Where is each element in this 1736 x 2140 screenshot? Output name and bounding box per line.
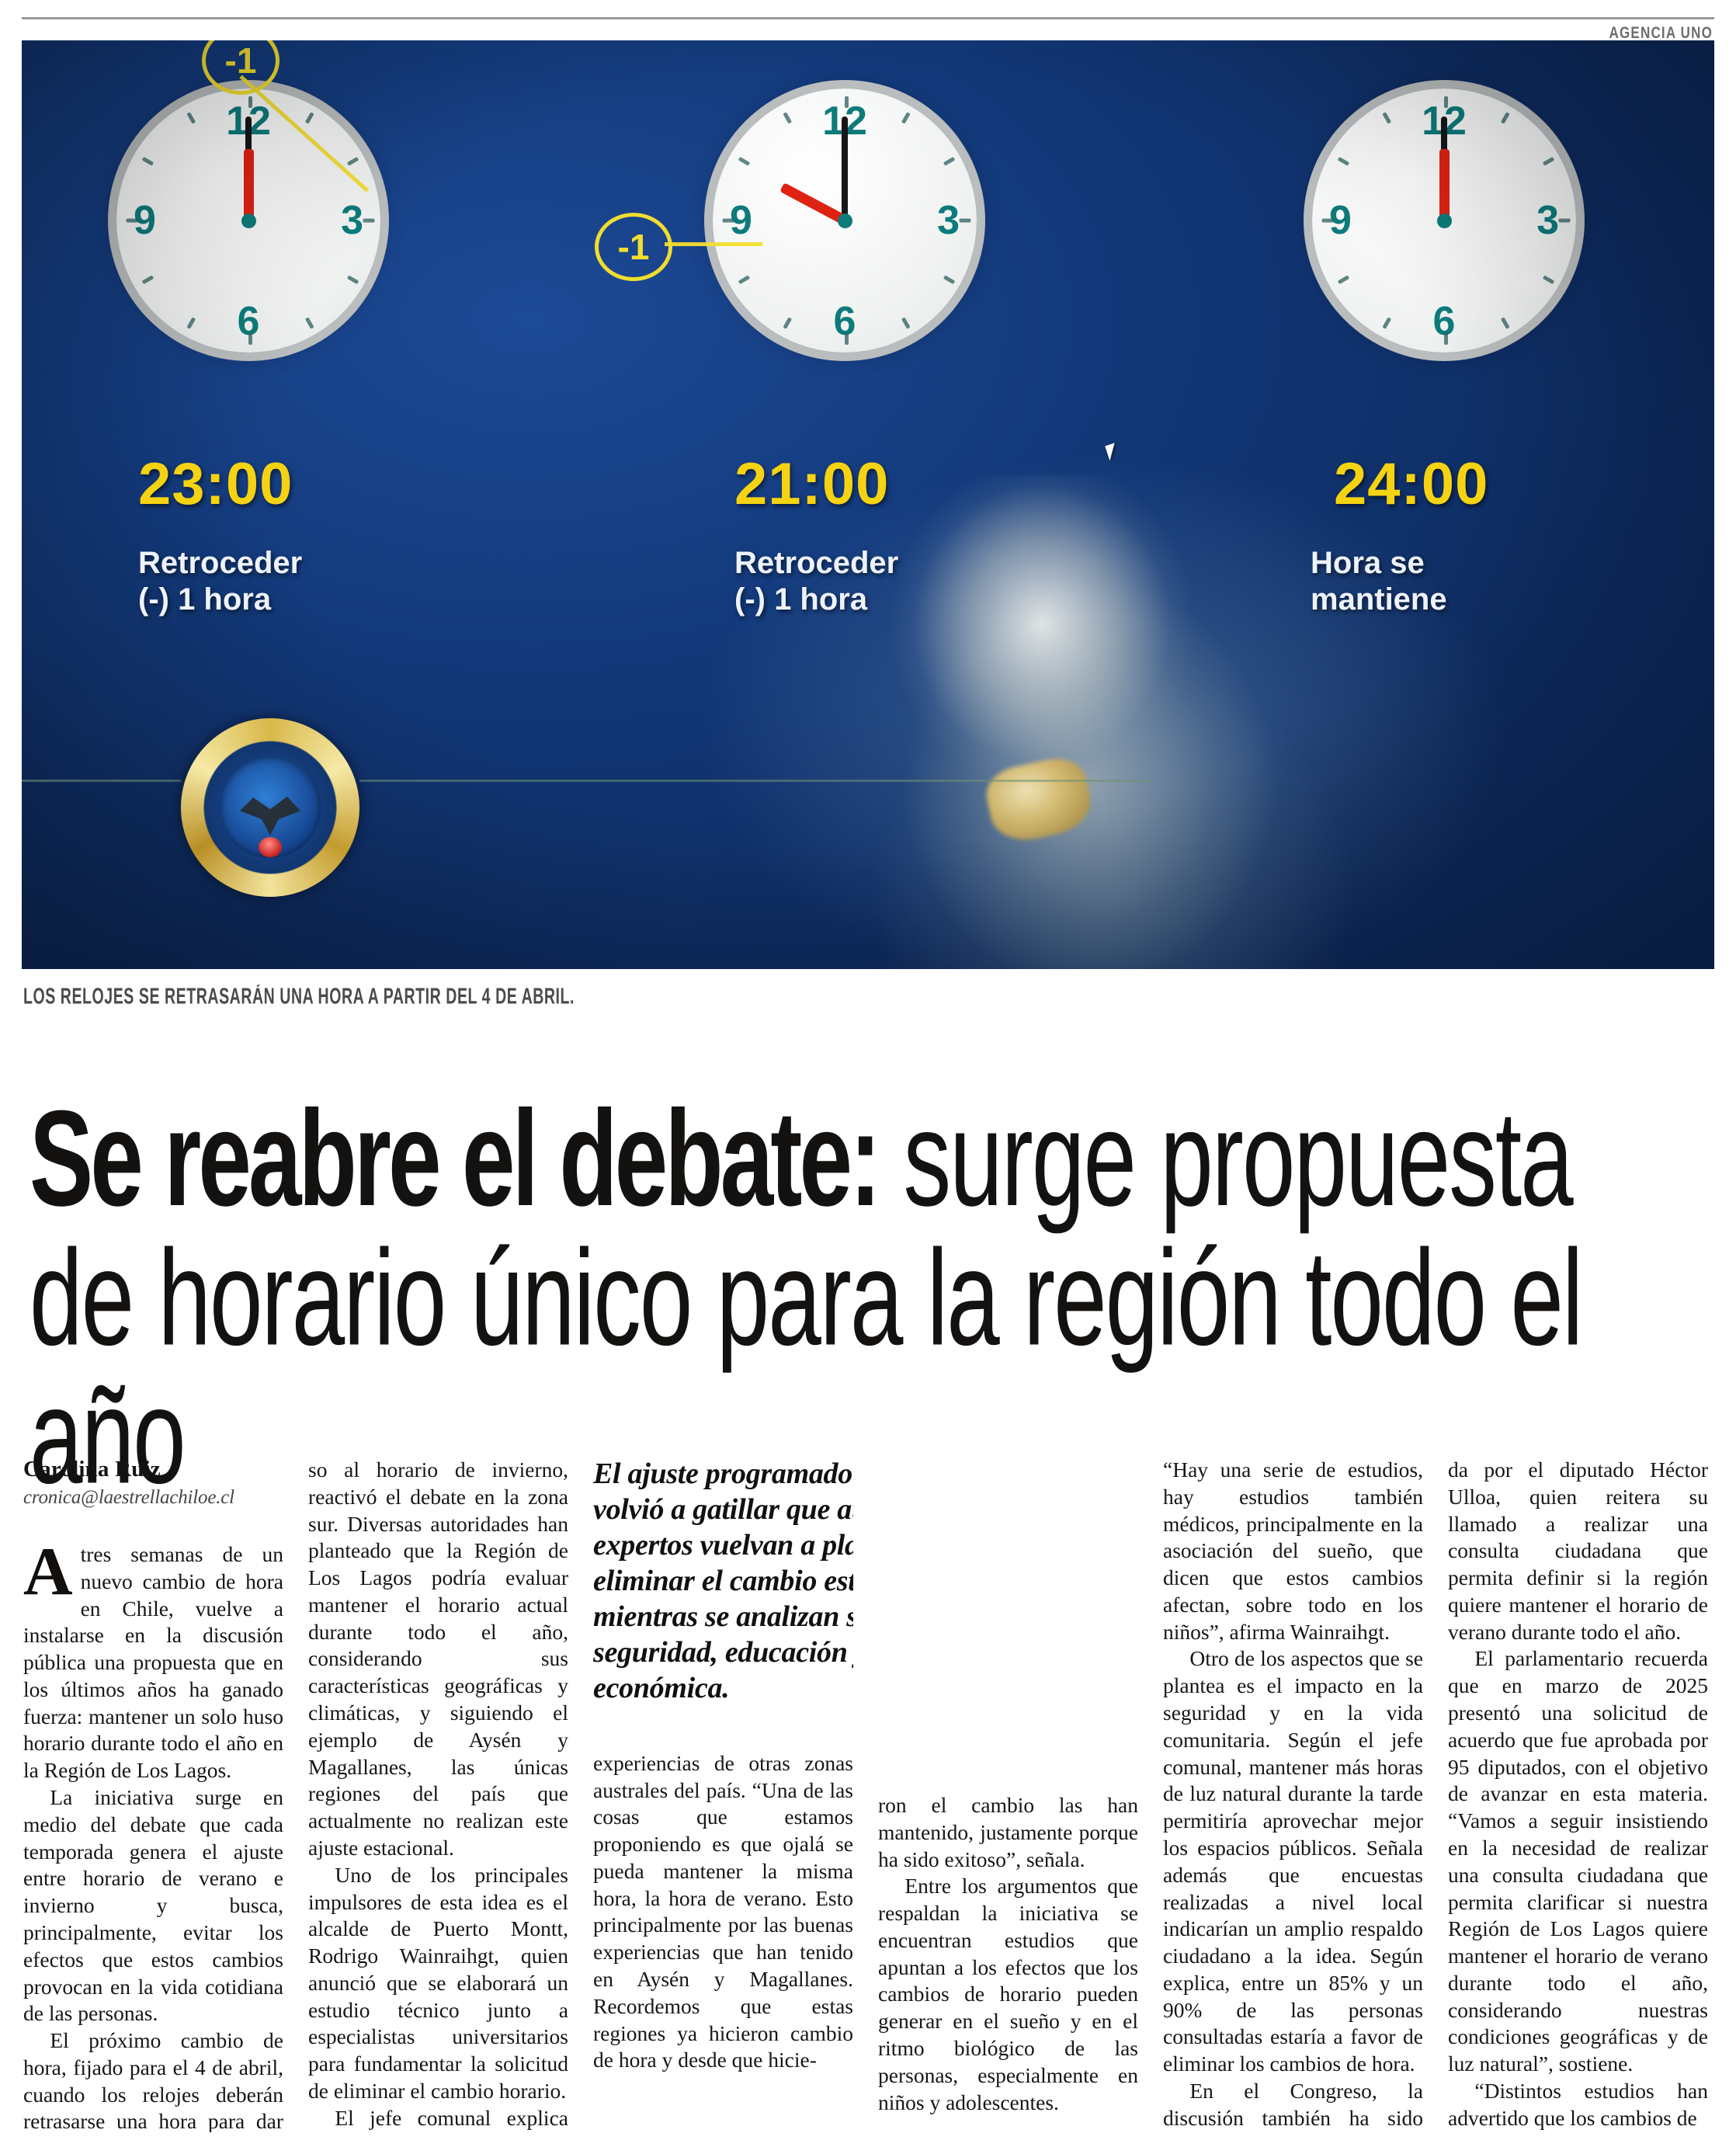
paragraph-text: experiencias de otras zonas australes de… bbox=[593, 1750, 853, 2072]
clock-left-pivot bbox=[241, 213, 256, 228]
drop-cap: A bbox=[23, 1534, 73, 1610]
paragraph-text: Otro de los aspectos que se plantea es e… bbox=[1163, 1646, 1423, 2076]
paragraph: El próximo cambio de hora, fijado para e… bbox=[23, 2027, 283, 2132]
article-lead-paragraph: El ajuste programado para el 4 de abril … bbox=[593, 1457, 853, 1704]
clock-center: 12 3 6 9 bbox=[713, 89, 977, 353]
photo-caption: LOS RELOJES SE RETRASARÁN UNA HORA A PAR… bbox=[23, 985, 575, 1009]
clock-center-note-line1: Retroceder bbox=[734, 546, 899, 580]
headline-rest: surge propuesta de horario único para la… bbox=[30, 1082, 1583, 1512]
clock-left-hour-hand bbox=[243, 149, 254, 221]
paragraph-text: La iniciativa surge en medio del debate … bbox=[23, 1785, 283, 2026]
clock-center-pivot bbox=[837, 213, 852, 228]
column-3: El ajuste programado para el 4 de abril … bbox=[593, 1457, 853, 2132]
column-6: da por el diputado Héctor Ulloa, quien r… bbox=[1448, 1457, 1708, 2132]
byline-author: Carolina Ruiz bbox=[23, 1457, 161, 1482]
clock-center-numeral-3: 3 bbox=[937, 200, 960, 241]
paragraph: “Distintos estudios han advertido que lo… bbox=[1448, 2078, 1708, 2132]
article-columns: Carolina Ruiz cronica@laestrellachiloe.c… bbox=[23, 1457, 1719, 2132]
clock-left-note: Retroceder (-) 1 hora bbox=[138, 545, 302, 618]
clock-right-numeral-3: 3 bbox=[1536, 200, 1559, 241]
column-2: so al horario de invierno, reactivó el d… bbox=[308, 1457, 568, 2132]
clock-center-minute-hand bbox=[842, 116, 848, 221]
clock-right-note: Hora se mantiene bbox=[1311, 545, 1447, 618]
clock-left-note-line1: Retroceder bbox=[138, 546, 303, 580]
column-4-body: ron el cambio las han mantenido, justame… bbox=[878, 1792, 1138, 2116]
paragraph: “Hay una serie de estudios, hay estudios… bbox=[1163, 1457, 1423, 1645]
clock-center-note: Retroceder (-) 1 hora bbox=[734, 545, 898, 618]
clock-right-time: 24:00 bbox=[1334, 451, 1489, 517]
paragraph-text: “Distintos estudios han advertido que lo… bbox=[1448, 2078, 1708, 2130]
paragraph: La iniciativa surge en medio del debate … bbox=[23, 1784, 283, 2027]
paragraph-text: da por el diputado Héctor Ulloa, quien r… bbox=[1448, 1457, 1708, 1644]
paragraph: El jefe comunal explica que la propuesta… bbox=[308, 2105, 568, 2132]
paragraph-text: “Hay una serie de estudios, hay estudios… bbox=[1163, 1457, 1423, 1644]
paragraph: Otro de los aspectos que se plantea es e… bbox=[1163, 1645, 1423, 2078]
photo-agency-credit: AGENCIA UNO bbox=[1609, 23, 1713, 42]
institutional-seal-icon bbox=[181, 718, 359, 897]
clock-center-time: 21:00 bbox=[734, 451, 890, 517]
clock-center-offset-badge: -1 bbox=[595, 213, 672, 281]
seal-rule-left bbox=[22, 780, 181, 782]
clock-right-note-line1: Hora se bbox=[1311, 546, 1425, 580]
byline-email[interactable]: cronica@laestrellachiloe.cl bbox=[23, 1487, 234, 1508]
column-5: “Hay una serie de estudios, hay estudios… bbox=[1163, 1457, 1423, 2132]
paragraph-text: Uno de los principales impulsores de est… bbox=[308, 1862, 568, 2103]
column-5-body: “Hay una serie de estudios, hay estudios… bbox=[1163, 1457, 1423, 2132]
paragraph: so al horario de invierno, reactivó el d… bbox=[308, 1457, 568, 1862]
column-2-body: so al horario de invierno, reactivó el d… bbox=[308, 1457, 568, 2132]
paragraph: Uno de los principales impulsores de est… bbox=[308, 1862, 568, 2105]
paragraph-text: En el Congreso, la discusión también ha … bbox=[1163, 2078, 1423, 2130]
column-4-spacer bbox=[878, 1457, 1138, 1589]
clock-left-time: 23:00 bbox=[138, 451, 293, 517]
paragraph-text: ron el cambio las han mantenido, justame… bbox=[878, 1793, 1138, 1871]
paragraph: El parlamentario recuerda que en marzo d… bbox=[1448, 1645, 1708, 2078]
clock-right-hour-hand bbox=[1439, 149, 1450, 221]
clock-center-connector-line bbox=[665, 242, 762, 246]
column-6-body: da por el diputado Héctor Ulloa, quien r… bbox=[1448, 1457, 1708, 2132]
paragraph-text: El próximo cambio de hora, fijado para e… bbox=[23, 2028, 283, 2132]
clock-right: 12 3 6 9 bbox=[1312, 89, 1576, 353]
paragraph-text: so al horario de invierno, reactivó el d… bbox=[308, 1457, 568, 1860]
seal-red-accent bbox=[259, 837, 282, 858]
clock-left: 12 3 6 9 bbox=[116, 89, 380, 353]
paragraph-text: El parlamentario recuerda que en marzo d… bbox=[1448, 1646, 1708, 2076]
paragraph: da por el diputado Héctor Ulloa, quien r… bbox=[1448, 1457, 1708, 1645]
clock-left-offset-badge: -1 bbox=[202, 40, 279, 95]
column-1: Carolina Ruiz cronica@laestrellachiloe.c… bbox=[23, 1457, 283, 2132]
clock-left-numeral-3: 3 bbox=[341, 200, 363, 241]
column-3-body: experiencias de otras zonas australes de… bbox=[593, 1750, 853, 2074]
paragraph-text: tres semanas de un nuevo cambio de hora … bbox=[23, 1542, 283, 1783]
clock-right-pivot bbox=[1436, 213, 1452, 228]
paragraph: ron el cambio las han mantenido, justame… bbox=[878, 1792, 1138, 1873]
paragraph: Entre los argumentos que respaldan la in… bbox=[878, 1873, 1138, 2116]
clock-right-note-line2: mantiene bbox=[1311, 582, 1447, 617]
seal-rule-right bbox=[359, 780, 1151, 782]
paragraph-text: Entre los argumentos que respaldan la in… bbox=[878, 1874, 1138, 2114]
top-divider-rule bbox=[22, 17, 1714, 19]
paragraph: experiencias de otras zonas australes de… bbox=[593, 1750, 853, 2074]
paragraph-text: El jefe comunal explica que la propuesta… bbox=[335, 2105, 568, 2130]
lead-photo: 12 3 6 9 -1 12 3 6 9 bbox=[22, 40, 1714, 969]
clock-center-note-line2: (-) 1 hora bbox=[734, 582, 868, 617]
page-title: Se reabre el debate: surge propuesta de … bbox=[30, 1089, 1656, 1506]
clock-left-note-line2: (-) 1 hora bbox=[138, 582, 272, 617]
blurred-hand-foreground bbox=[783, 475, 1373, 969]
paragraph: En el Congreso, la discusión también ha … bbox=[1163, 2078, 1423, 2132]
headline-kicker: Se reabre el debate: bbox=[30, 1082, 881, 1235]
column-4: ron el cambio las han mantenido, justame… bbox=[878, 1457, 1138, 2132]
